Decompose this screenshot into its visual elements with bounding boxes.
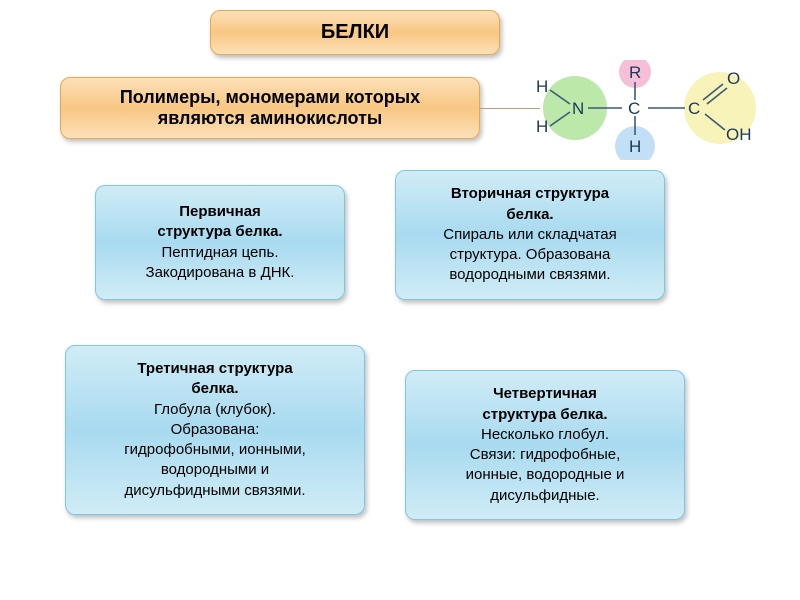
label-H2: H	[536, 117, 548, 136]
tertiary-line5: дисульфидными связями.	[124, 481, 305, 501]
label-N: N	[572, 99, 584, 118]
primary-line2: Закодирована в ДНК.	[146, 263, 295, 283]
tertiary-title: Третичная структура	[137, 359, 292, 379]
primary-line1: Пептидная цепь.	[161, 243, 278, 263]
secondary-subtitle: белка.	[506, 205, 553, 225]
amino-acid-molecule: H H N C R H C O OH	[520, 60, 770, 160]
quaternary-subtitle: структура белка.	[482, 405, 607, 425]
quaternary-title: Четвертичная	[493, 384, 597, 404]
secondary-structure-card: Вторичная структура белка. Спираль или с…	[395, 170, 665, 300]
subtitle-line1: Полимеры, мономерами которых	[120, 87, 420, 108]
tertiary-line3: гидрофобными, ионными,	[124, 440, 306, 460]
secondary-line3: водородными связями.	[449, 265, 610, 285]
quaternary-line2: Связи: гидрофобные,	[470, 445, 620, 465]
secondary-title: Вторичная структура	[451, 184, 609, 204]
secondary-line2: структура. Образована	[450, 245, 611, 265]
quaternary-structure-card: Четвертичная структура белка. Несколько …	[405, 370, 685, 520]
title-box: БЕЛКИ	[210, 10, 500, 55]
quaternary-line4: дисульфидные.	[490, 486, 599, 506]
secondary-line1: Спираль или складчатая	[443, 225, 617, 245]
quaternary-line1: Несколько глобул.	[481, 425, 609, 445]
label-OH: OH	[726, 125, 752, 144]
label-Cd: C	[688, 99, 700, 118]
molecule-svg: H H N C R H C O OH	[520, 60, 770, 160]
tertiary-structure-card: Третичная структура белка. Глобула (клуб…	[65, 345, 365, 515]
primary-title: Первичная	[179, 202, 261, 222]
label-C: C	[628, 99, 640, 118]
tertiary-line2: Образована:	[171, 420, 260, 440]
tertiary-line1: Глобула (клубок).	[154, 400, 276, 420]
primary-subtitle: структура белка.	[157, 222, 282, 242]
tertiary-line4: водородными и	[161, 460, 269, 480]
label-Hc: H	[629, 137, 641, 156]
subtitle-line2: являются аминокислоты	[158, 108, 383, 129]
tertiary-subtitle: белка.	[191, 379, 238, 399]
primary-structure-card: Первичная структура белка. Пептидная цеп…	[95, 185, 345, 300]
subtitle-box: Полимеры, мономерами которых являются ам…	[60, 77, 480, 139]
quaternary-line3: ионные, водородные и	[466, 465, 625, 485]
label-H1: H	[536, 77, 548, 96]
label-O: O	[727, 69, 740, 88]
title-text: БЕЛКИ	[321, 21, 389, 44]
label-R: R	[629, 63, 641, 82]
